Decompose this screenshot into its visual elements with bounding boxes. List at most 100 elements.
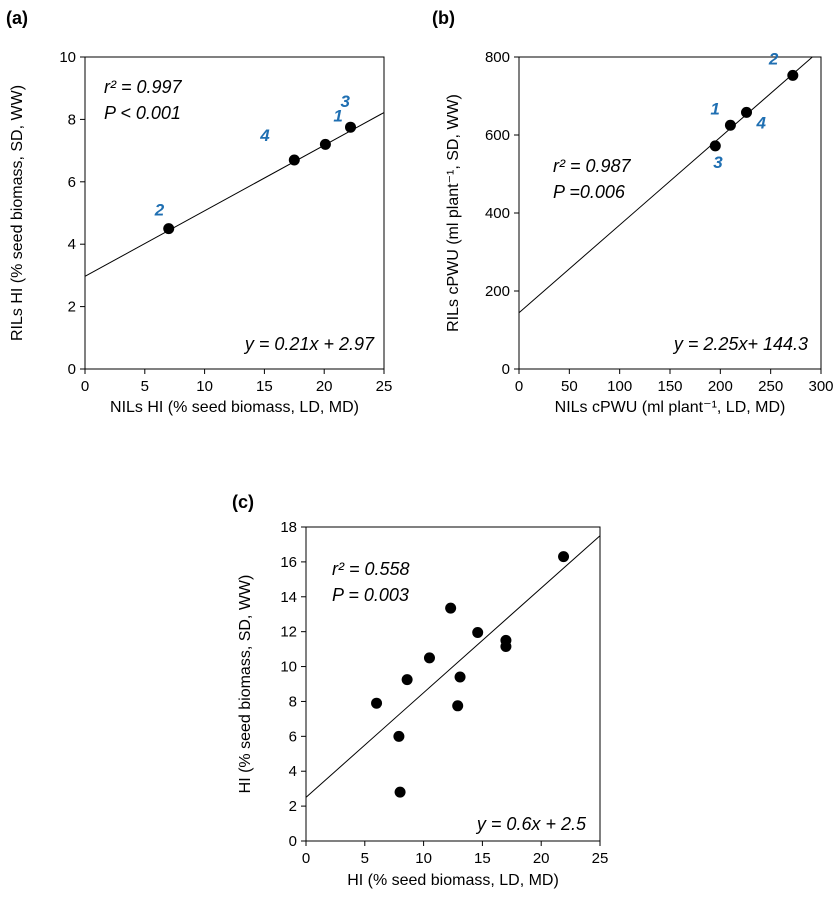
panel-a-points: 2 4 13 (154, 92, 357, 235)
panel-c-data-point (371, 697, 383, 709)
panel-c-data-point (500, 640, 512, 652)
panel-b-y-tick-label: 200 (485, 283, 510, 300)
panel-a-x-tick-label: 25 (376, 378, 393, 395)
panel-c-data-point (393, 730, 405, 742)
panel-c-x-tick-label: 25 (592, 850, 609, 867)
panel-c: (c) 0 5 10 15 20 25 0 2 4 6 8 10 12 14 16 18 r² = 0.55… (232, 492, 608, 889)
panel-a-y-tick-label: 6 (68, 174, 76, 191)
panel-b-x-tick-label: 0 (515, 378, 523, 395)
panel-c-data-point (472, 627, 484, 639)
panel-b-point-label: 3 (713, 153, 723, 172)
panel-a-y-tick-label: 0 (68, 361, 76, 378)
panel-a-y-tick-label: 4 (68, 236, 76, 253)
panel-a: (a) 0 5 10 15 20 25 0 2 4 6 8 10 2 4 13 r² = 0.997 P… (6, 8, 392, 416)
panel-c-data-point (401, 674, 413, 686)
panel-b-x-tick-label: 300 (808, 378, 833, 395)
panel-c-y-tick-label: 16 (280, 554, 297, 571)
panel-a-data-point (345, 121, 357, 133)
panel-b-y-tick-label: 600 (485, 127, 510, 144)
panel-b-x-tick-label: 50 (561, 378, 578, 395)
panel-b-r2-text: r² = 0.987 (553, 156, 632, 176)
panel-b-data-point (709, 140, 721, 152)
panel-a-equation-text: y = 0.21x + 2.97 (243, 334, 375, 354)
panel-c-y-tick-label: 10 (280, 659, 297, 676)
panel-c-x-tick-label: 0 (302, 850, 310, 867)
panel-a-y-axis-title: RILs HI (% seed biomass, SD, WW) (9, 85, 26, 341)
panel-c-y-tick-label: 4 (289, 763, 297, 780)
panel-c-tag: (c) (232, 492, 254, 512)
panel-c-y-tick-label: 8 (289, 693, 297, 710)
panel-b-fit-line (518, 56, 813, 314)
panel-c-r2-text: r² = 0.558 (332, 559, 410, 579)
panel-c-data-point (445, 602, 457, 614)
panel-b-y-axis-title: RILs cPWU (ml plant⁻¹, SD, WW) (445, 94, 462, 332)
panel-c-y-ticks: 0 2 4 6 8 10 12 14 16 18 (280, 519, 306, 850)
panel-a-y-tick-label: 8 (68, 111, 76, 128)
panel-b-y-tick-label: 800 (485, 49, 510, 66)
panel-c-points (371, 551, 570, 798)
panel-c-data-point (452, 700, 464, 712)
panel-a-r2-text: r² = 0.997 (104, 77, 183, 97)
panel-b-x-tick-label: 150 (657, 378, 682, 395)
panel-a-y-tick-label: 10 (59, 49, 76, 66)
panel-b-data-point (741, 106, 753, 118)
panel-a-point-label: 2 (154, 201, 165, 220)
panel-c-y-tick-label: 2 (289, 798, 297, 815)
panel-a-x-tick-label: 5 (141, 378, 149, 395)
panel-a-point-label: 1 (333, 106, 342, 125)
panel-c-fit-line (305, 535, 601, 798)
panel-b-x-tick-label: 250 (758, 378, 783, 395)
panel-c-data-point (558, 551, 570, 563)
panel-c-equation-text: y = 0.6x + 2.5 (475, 814, 587, 834)
panel-c-y-axis-title: HI (% seed biomass, SD, WW) (237, 575, 254, 794)
panel-b-x-tick-label: 200 (708, 378, 733, 395)
panel-b-y-tick-label: 0 (502, 361, 510, 378)
panel-c-x-tick-label: 10 (415, 850, 432, 867)
panel-b: (b) 0 50 100 150 200 250 300 0 200 400 600 800 3 1 4… (432, 8, 834, 416)
panel-a-tag: (a) (6, 8, 28, 28)
panel-c-y-tick-label: 14 (280, 589, 297, 606)
panel-a-x-axis-title: NILs HI (% seed biomass, LD, MD) (110, 399, 359, 416)
panel-a-fit-line (84, 112, 385, 277)
panel-c-data-point (394, 786, 406, 798)
panel-b-x-axis-title: NILs cPWU (ml plant⁻¹, LD, MD) (555, 399, 786, 416)
panel-c-x-tick-label: 5 (361, 850, 369, 867)
panel-a-point-label: 4 (259, 126, 270, 145)
panel-c-y-tick-label: 6 (289, 728, 297, 745)
panel-c-y-tick-label: 12 (280, 624, 297, 641)
panel-b-points: 3 1 4 2 (709, 49, 799, 172)
panel-a-point-label: 3 (341, 92, 351, 111)
panel-b-y-tick-label: 400 (485, 205, 510, 222)
panel-a-x-tick-label: 15 (256, 378, 273, 395)
panel-a-x-tick-label: 10 (196, 378, 213, 395)
panel-a-y-ticks: 0 2 4 6 8 10 (59, 49, 85, 378)
panel-b-point-label: 2 (768, 49, 779, 68)
panel-b-data-point (787, 69, 799, 81)
panel-b-point-label: 4 (756, 113, 767, 132)
panel-c-y-tick-label: 18 (280, 519, 297, 536)
panel-c-data-point (454, 671, 466, 683)
panel-b-x-tick-label: 100 (607, 378, 632, 395)
panel-a-x-ticks: 0 5 10 15 20 25 (81, 369, 393, 395)
panel-a-plot-area (84, 56, 385, 370)
panel-c-plot-area (305, 526, 601, 842)
panel-b-point-label: 1 (710, 99, 719, 118)
panel-a-y-tick-label: 2 (68, 299, 76, 316)
panel-c-y-tick-label: 0 (289, 833, 297, 850)
panel-b-y-ticks: 0 200 400 600 800 (485, 49, 519, 378)
panel-c-x-ticks: 0 5 10 15 20 25 (302, 841, 609, 867)
panel-b-plot-area (518, 56, 822, 370)
panel-c-data-point (423, 652, 435, 664)
panel-a-x-tick-label: 20 (316, 378, 333, 395)
panel-a-data-point (288, 154, 300, 166)
panel-c-x-tick-label: 15 (474, 850, 491, 867)
panel-c-x-tick-label: 20 (533, 850, 550, 867)
panel-b-data-point (724, 119, 736, 131)
panel-a-p-text: P < 0.001 (104, 103, 181, 123)
panel-c-x-axis-title: HI (% seed biomass, LD, MD) (347, 872, 559, 889)
panel-b-tag: (b) (432, 8, 455, 28)
panel-b-x-ticks: 0 50 100 150 200 250 300 (515, 369, 834, 395)
panel-a-data-point (319, 138, 331, 150)
panel-c-p-text: P = 0.003 (332, 585, 409, 605)
